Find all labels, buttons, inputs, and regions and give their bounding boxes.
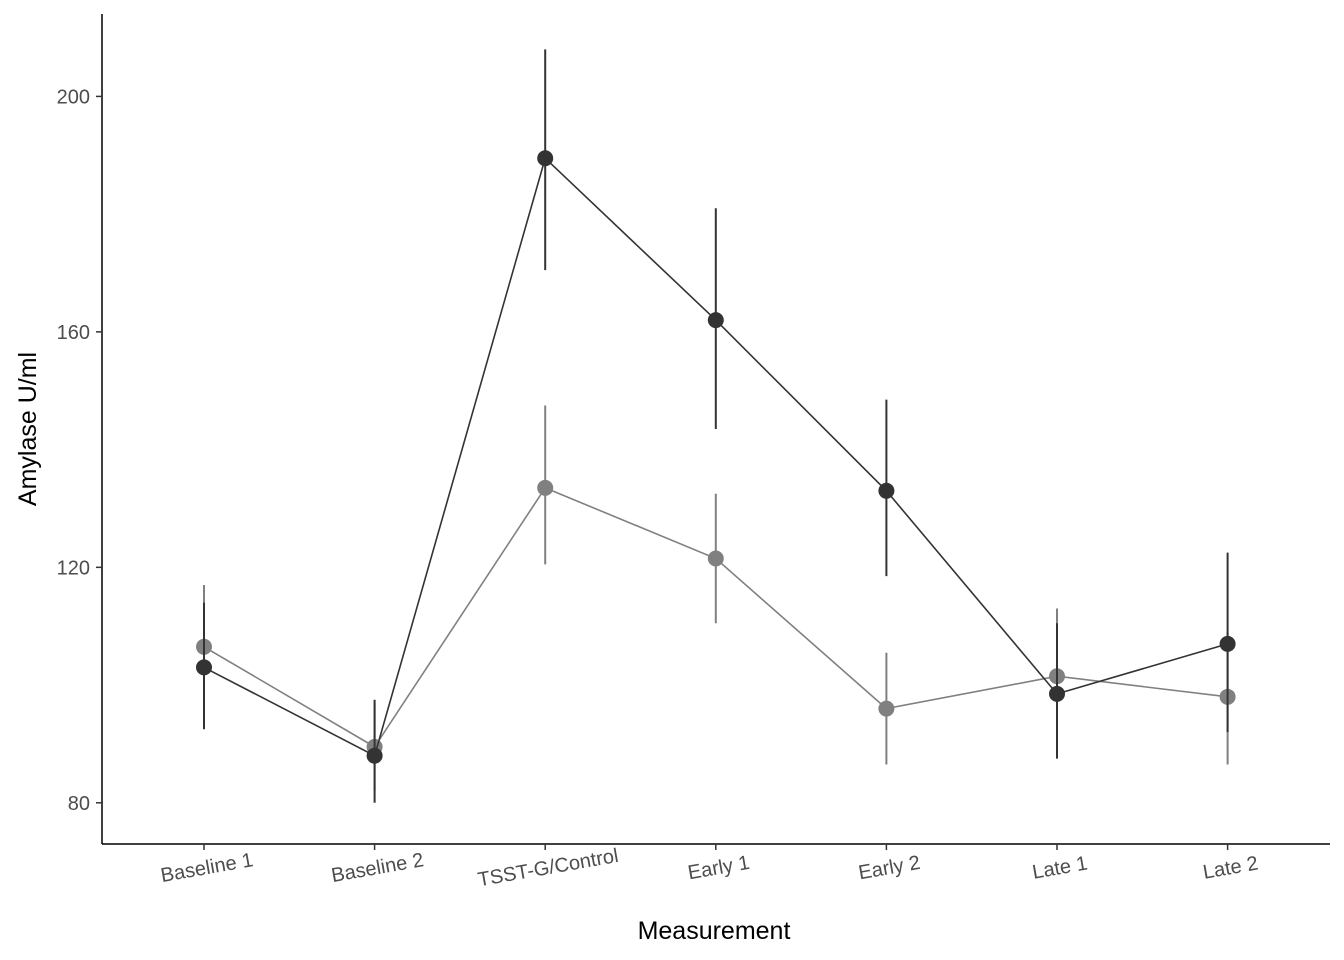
data-point	[707, 550, 724, 567]
x-tick-label: Late 1	[1031, 852, 1090, 883]
data-point	[196, 659, 212, 676]
data-point	[1219, 635, 1236, 652]
data-point	[878, 700, 895, 717]
x-axis-title: Measurement	[638, 917, 791, 945]
data-point	[366, 747, 383, 764]
y-axis-title: Amylase U/ml	[14, 352, 42, 506]
data-point	[537, 479, 554, 496]
x-tick-label: Late 2	[1201, 852, 1260, 883]
y-tick-label: 200	[57, 86, 90, 108]
plot-marks	[196, 49, 1236, 803]
y-axis-ticks: 80 120 160 200	[57, 86, 102, 815]
x-tick-label: TSST-G/Control	[476, 845, 620, 891]
y-tick-label: 120	[57, 557, 90, 579]
series-2	[196, 405, 1236, 792]
y-tick-label: 160	[57, 322, 90, 344]
y-tick-label: 80	[68, 793, 90, 815]
x-axis-ticks: Baseline 1 Baseline 2 TSST-G/Control Early …	[159, 844, 1260, 891]
x-tick-label: Early 1	[686, 852, 751, 884]
x-tick-label: Baseline 1	[159, 849, 255, 887]
x-tick-label: Early 2	[857, 852, 922, 884]
data-point	[537, 150, 554, 167]
x-tick-label: Baseline 2	[330, 849, 426, 887]
data-point	[878, 482, 895, 499]
data-point	[707, 312, 724, 329]
series-1	[196, 49, 1236, 803]
data-point	[1049, 685, 1065, 702]
